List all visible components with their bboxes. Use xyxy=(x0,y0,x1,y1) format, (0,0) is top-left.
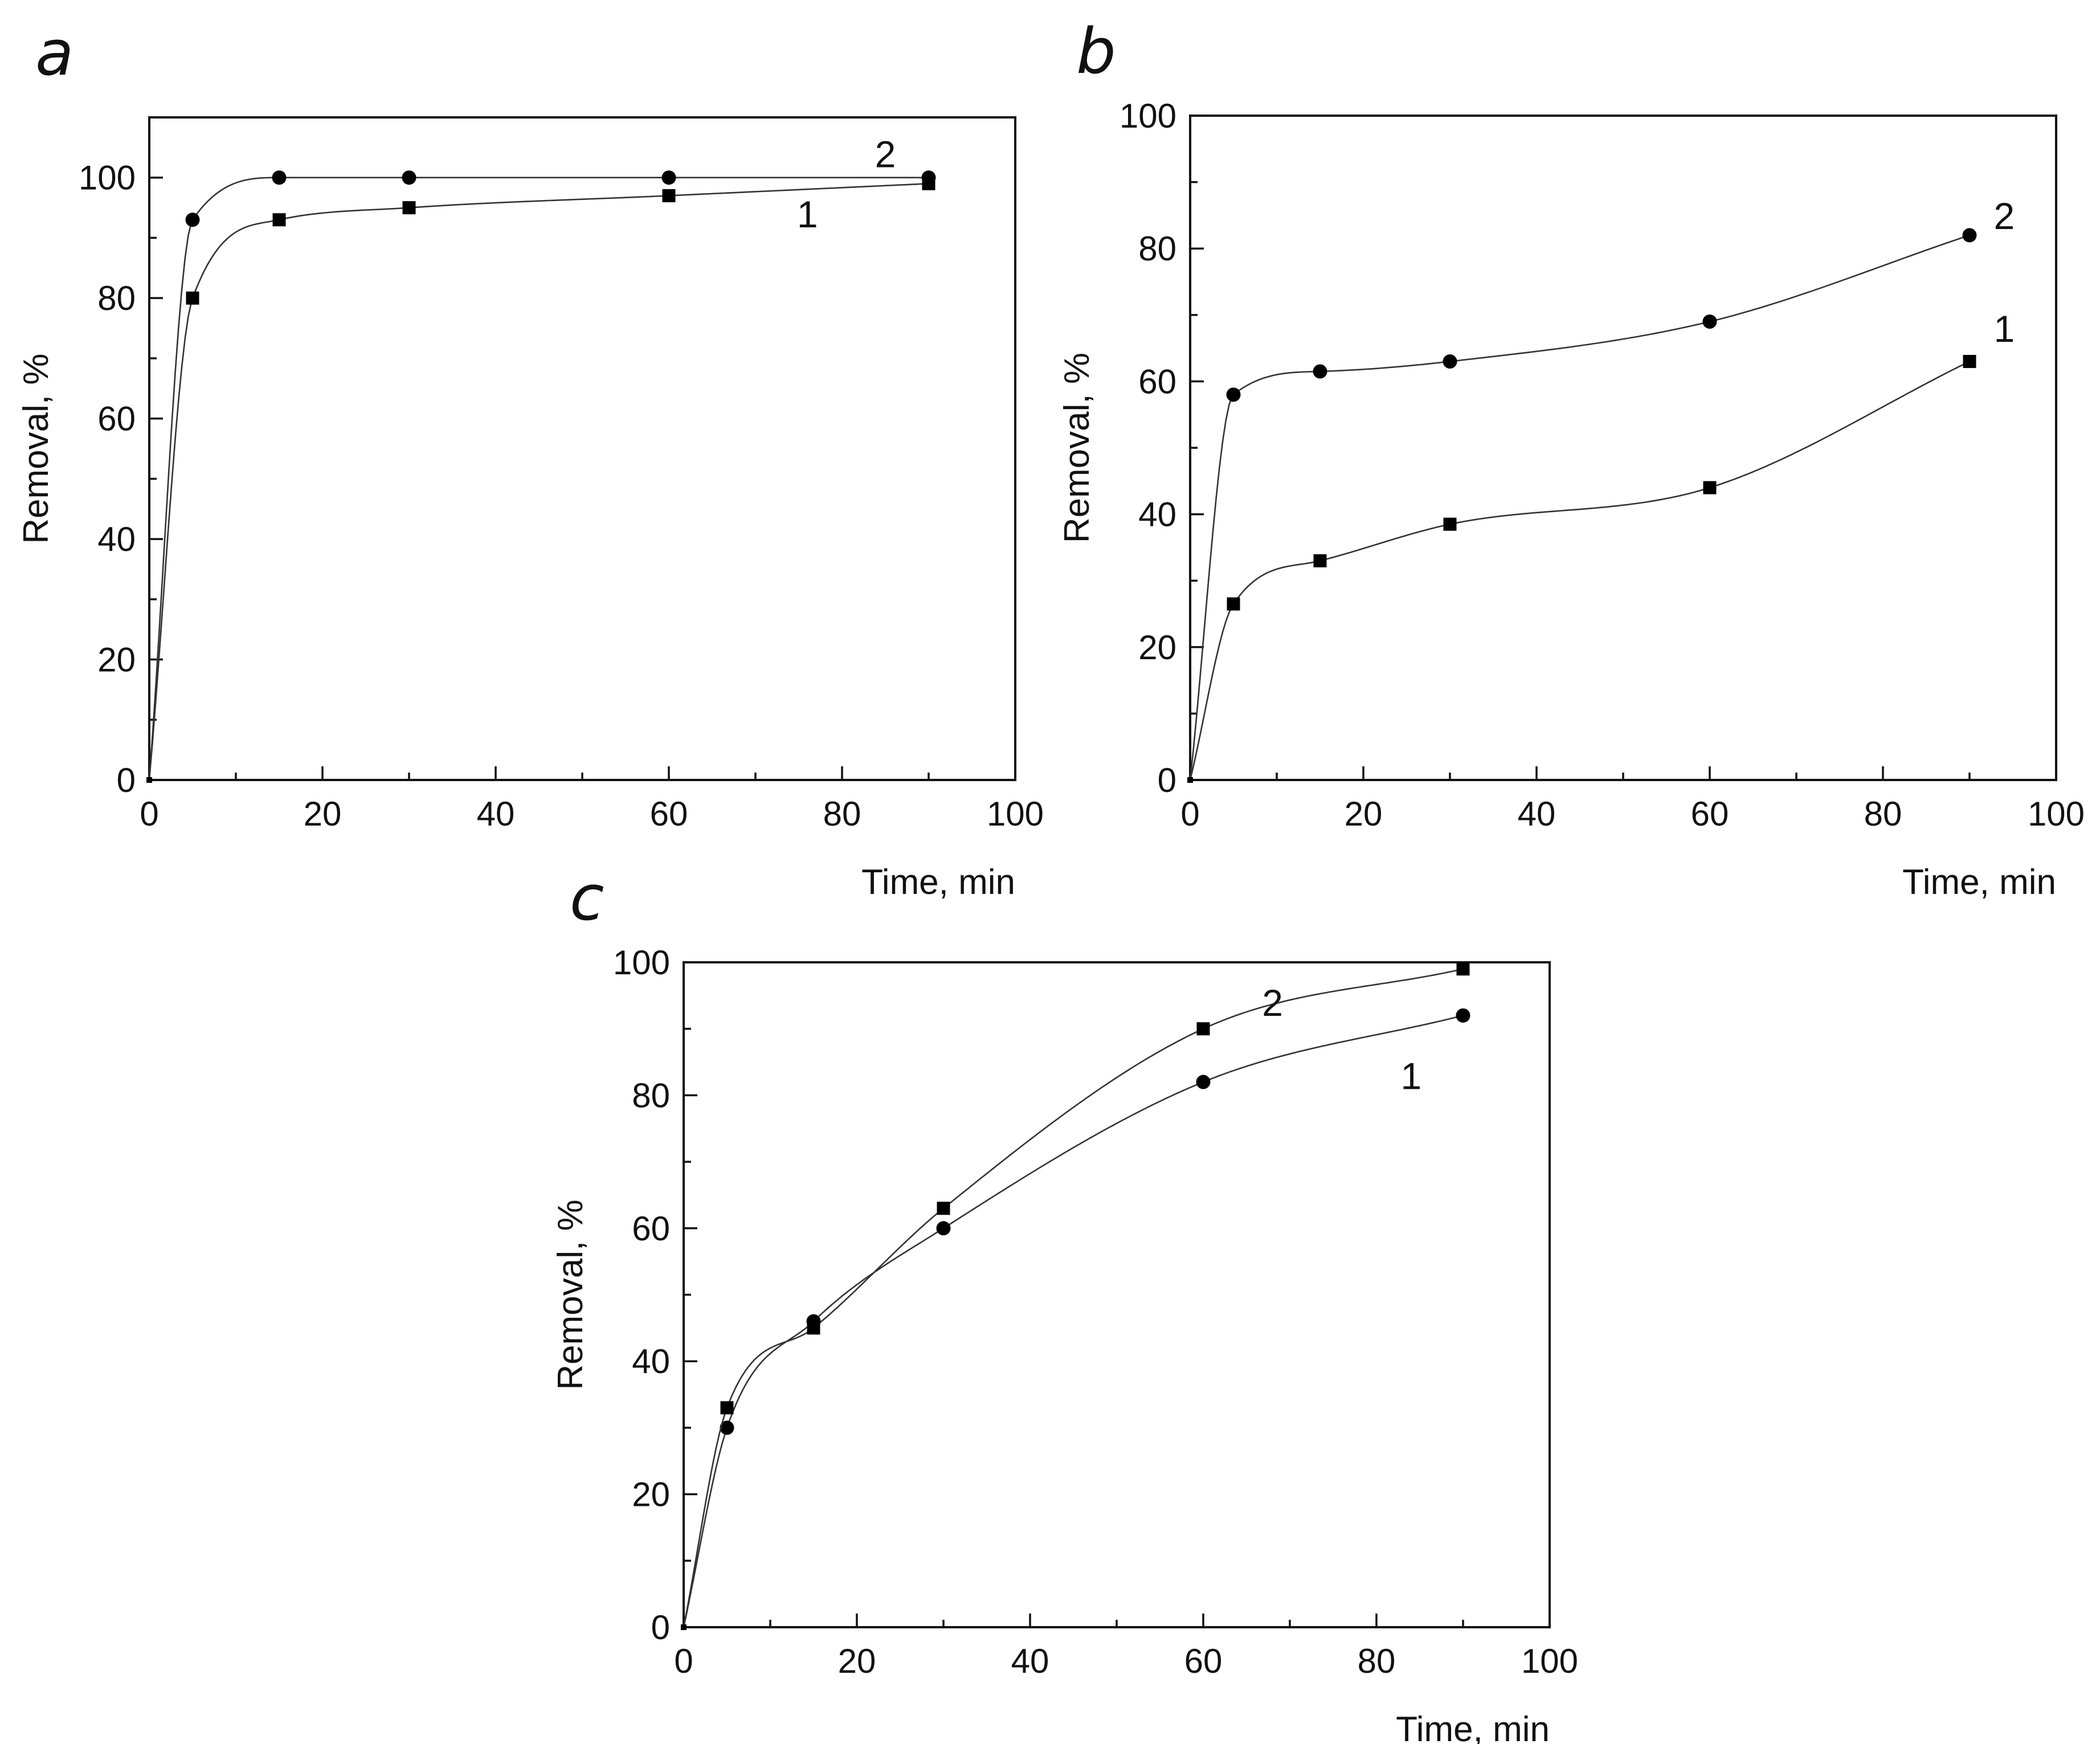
data-point-circle xyxy=(1456,1008,1470,1023)
y-tick-label: 40 xyxy=(632,1342,670,1381)
data-point-square xyxy=(1227,597,1240,611)
x-tick-label: 80 xyxy=(823,795,861,833)
data-point-square xyxy=(186,291,199,305)
x-tick-label: 40 xyxy=(1518,795,1556,833)
panel-letter: c xyxy=(570,861,604,934)
y-tick-label: 80 xyxy=(97,279,136,317)
x-tick-label: 100 xyxy=(1521,1642,1578,1680)
y-tick-label: 100 xyxy=(79,159,136,197)
curve-label-1: 1 xyxy=(797,193,818,235)
fit-curve-1 xyxy=(1189,361,1970,781)
data-point-circle xyxy=(720,1420,734,1435)
data-point-circle xyxy=(185,213,200,227)
x-tick-label: 80 xyxy=(1358,1642,1396,1680)
x-axis-title: Time, min xyxy=(1902,863,2056,902)
x-tick-label: 40 xyxy=(1011,1642,1049,1680)
x-tick-label: 0 xyxy=(140,795,158,833)
y-tick-label: 100 xyxy=(1120,97,1176,135)
chart-panel-b: 0 20 40 60 80 100 0 20 40 60 80 100 Time, min Removal… xyxy=(1057,15,2085,902)
x-tick-label: 40 xyxy=(477,795,515,833)
data-point-origin xyxy=(1187,777,1193,783)
data-point-circle xyxy=(272,170,287,185)
x-tick-label: 60 xyxy=(650,795,688,833)
y-tick-label: 0 xyxy=(117,761,136,799)
chart-panel-a: 0 20 40 60 80 100 0 20 40 60 80 100 Time, min Removal… xyxy=(17,17,1044,902)
data-point-square xyxy=(720,1401,734,1415)
panel-letter: b xyxy=(1076,15,1116,88)
data-point-square xyxy=(1963,354,1976,368)
data-point-circle xyxy=(1443,354,1457,369)
y-tick-label: 80 xyxy=(632,1076,670,1114)
fit-curve-2 xyxy=(148,177,929,781)
x-tick-label: 80 xyxy=(1864,795,1902,833)
x-tick-label: 100 xyxy=(987,795,1044,833)
plot-frame xyxy=(1189,115,2057,781)
y-tick-label: 40 xyxy=(1138,496,1176,534)
curve-label-2: 2 xyxy=(1993,195,2015,237)
data-point-circle xyxy=(1196,1075,1211,1089)
x-tick-label: 20 xyxy=(838,1642,876,1680)
data-point-square xyxy=(1443,517,1457,531)
panel-letter: a xyxy=(35,17,73,89)
data-point-circle xyxy=(921,170,936,185)
x-axis-title: Time, min xyxy=(861,863,1015,902)
y-tick-label: 40 xyxy=(97,520,136,558)
x-axis-title: Time, min xyxy=(1396,1710,1550,1744)
x-tick-label: 0 xyxy=(674,1642,693,1680)
y-tick-label: 60 xyxy=(632,1210,670,1248)
fit-curve-2 xyxy=(1189,234,1970,781)
fit-curve-2 xyxy=(683,968,1464,1628)
y-tick-label: 0 xyxy=(651,1608,670,1647)
y-tick-label: 20 xyxy=(632,1476,670,1514)
y-tick-label: 0 xyxy=(1158,761,1176,799)
curve-label-1: 1 xyxy=(1400,1055,1421,1097)
curve-label-2: 2 xyxy=(875,133,896,175)
y-tick-label: 80 xyxy=(1138,230,1176,268)
y-tick-label: 60 xyxy=(1138,362,1176,401)
data-point-circle xyxy=(1962,228,1977,243)
x-tick-label: 20 xyxy=(304,795,342,833)
data-point-circle xyxy=(402,170,416,185)
x-tick-label: 0 xyxy=(1180,795,1199,833)
data-point-square xyxy=(662,189,676,202)
data-point-square xyxy=(1196,1022,1210,1036)
data-point-circle xyxy=(936,1221,951,1236)
data-point-origin xyxy=(146,777,152,783)
fit-curve-1 xyxy=(148,183,929,781)
y-tick-label: 20 xyxy=(1138,628,1176,667)
x-tick-label: 20 xyxy=(1345,795,1383,833)
x-tick-label: 60 xyxy=(1691,795,1729,833)
y-tick-label: 60 xyxy=(97,400,136,438)
data-point-square xyxy=(1456,962,1470,976)
data-point-square xyxy=(937,1202,950,1215)
y-axis-title: Removal, % xyxy=(1057,353,1097,543)
y-axis-title: Removal, % xyxy=(17,353,56,544)
x-tick-label: 100 xyxy=(2028,795,2085,833)
data-point-circle xyxy=(1313,364,1327,379)
data-point-square xyxy=(1703,481,1717,495)
x-tick-label: 60 xyxy=(1184,1642,1223,1680)
y-tick-label: 20 xyxy=(97,641,136,679)
data-point-square xyxy=(807,1321,820,1335)
data-point-circle xyxy=(1702,314,1717,329)
chart-panel-c: 0 20 40 60 80 100 0 20 40 60 80 100 Time, min Removal… xyxy=(551,861,1578,1744)
curve-label-1: 1 xyxy=(1993,308,2015,350)
y-axis-title: Removal, % xyxy=(551,1199,590,1390)
data-point-square xyxy=(402,201,416,215)
data-point-square xyxy=(272,213,286,227)
data-point-circle xyxy=(661,170,676,185)
curve-label-2: 2 xyxy=(1262,982,1283,1024)
data-point-origin xyxy=(681,1624,687,1630)
data-point-square xyxy=(1313,554,1327,567)
y-tick-label: 100 xyxy=(613,944,670,982)
data-point-circle xyxy=(1226,387,1241,402)
